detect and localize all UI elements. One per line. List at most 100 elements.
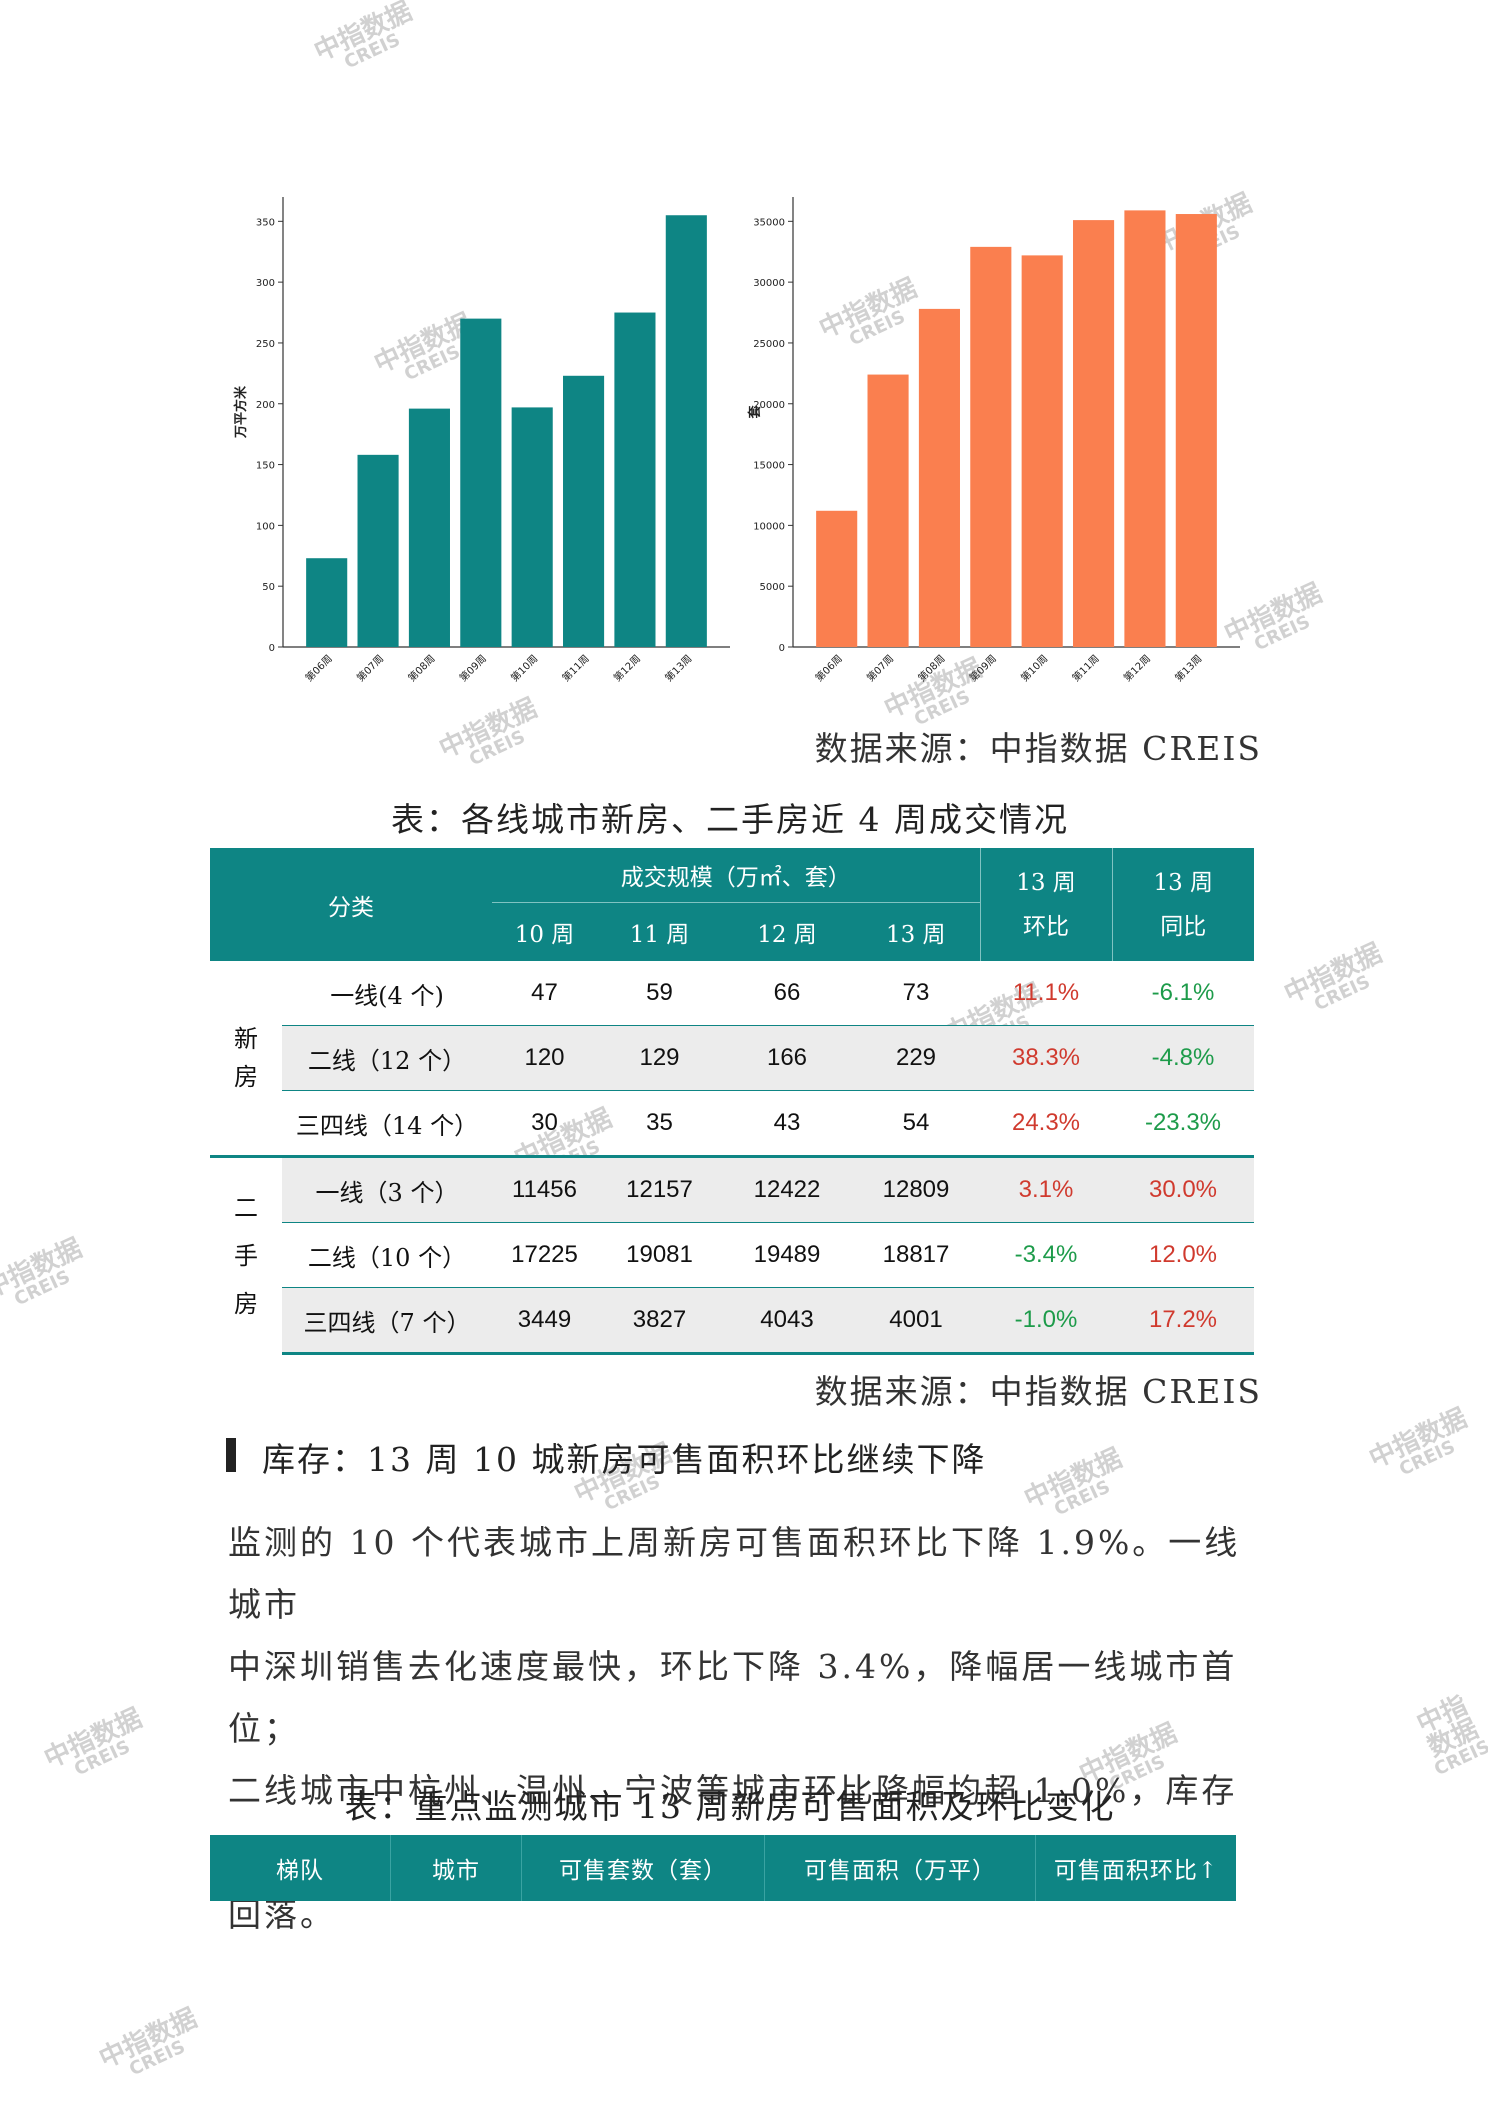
x-tick-label: 第08周 <box>915 652 947 684</box>
paragraph-line: 中深圳销售去化速度最快，环比下降 3.4%，降幅居一线城市首位； <box>228 1647 1238 1748</box>
cell-yoy: -6.1% <box>1151 979 1215 1006</box>
y-tick-label: 0 <box>269 643 275 654</box>
cell-mom: -1.0% <box>980 1287 1112 1355</box>
bar <box>1175 214 1217 647</box>
source-note: 数据来源：中指数据 CREIS <box>814 729 1262 768</box>
cell-mom: 38.3% <box>980 1025 1112 1091</box>
cell-yoy: 17.2% <box>1112 1287 1254 1355</box>
y-tick-label: 15000 <box>753 461 785 472</box>
bar <box>665 215 707 648</box>
cell-value: 19489 <box>722 1222 852 1288</box>
bar <box>1021 255 1063 647</box>
bar <box>306 558 348 647</box>
units-bar-chart: 0 5000 10000 15000 20000 25000 30000 35000 套第06周… <box>747 197 1240 684</box>
header-area: 可售面积（万平） <box>764 1835 1036 1901</box>
cell-value: 35 <box>646 1109 673 1136</box>
table1-caption: 表：各线城市新房、二手房近 4 周成交情况 <box>391 800 1069 839</box>
cell-value: 120 <box>492 1025 597 1091</box>
y-axis-label: 套 <box>747 405 763 420</box>
y-tick-label: 35000 <box>753 217 785 228</box>
cell-value: 73 <box>902 979 930 1006</box>
x-tick-label: 第12周 <box>611 652 643 684</box>
cell-value: 12422 <box>722 1155 852 1223</box>
row-name: 一线（3 个） <box>282 1155 492 1223</box>
header-category: 分类 <box>210 848 492 961</box>
transaction-table: 分类 成交规模（万㎡、套） 13 周环比 13 周同比 10 周 11 周 12… <box>210 848 1254 1355</box>
header-city: 城市 <box>390 1835 522 1901</box>
area-chart: 0 50 100 150 200 250 300 350 万平方米 第06周 第07周 第08周 第09… <box>225 185 745 705</box>
bar <box>511 407 553 647</box>
cell-value: 66 <box>773 979 801 1006</box>
cell-value: 129 <box>597 1025 722 1091</box>
header-scale: 成交规模（万㎡、套） <box>492 848 980 903</box>
table-row: 二手房 一线（3 个） 11456 12157 12422 12809 3.1%… <box>210 1155 1254 1354</box>
cell-value: 4043 <box>722 1287 852 1355</box>
y-tick-label: 30000 <box>753 278 785 289</box>
inventory-table: 梯队 城市 可售套数（套） 可售面积（万平） 可售面积环比↑ <box>210 1835 1236 1901</box>
cell-value: 166 <box>722 1025 852 1091</box>
bar <box>614 312 656 647</box>
x-tick-label: 第12周 <box>1121 652 1153 684</box>
bar <box>1124 210 1166 648</box>
y-tick-label: 10000 <box>753 521 785 532</box>
header-units: 可售套数（套） <box>521 1835 765 1901</box>
bar <box>1073 220 1115 648</box>
y-tick-label: 150 <box>256 461 275 472</box>
units-chart: 0 5000 10000 15000 20000 25000 30000 35000 套第06周… <box>735 185 1255 705</box>
row-name: 一线(4 个) <box>330 981 444 1010</box>
x-tick-label: 第10周 <box>1018 652 1050 684</box>
table-row: 三四线（14 个） 30 35 43 54 24.3% -23.3% <box>210 1091 1254 1157</box>
bar <box>563 375 605 647</box>
paragraph-line: 回落。 <box>228 1895 336 1934</box>
header-area-mom: 可售面积环比↑ <box>1035 1835 1236 1901</box>
bar <box>918 308 960 647</box>
x-tick-label: 第07周 <box>354 652 386 684</box>
group-label: 新房 <box>234 1025 258 1091</box>
bar <box>408 408 450 647</box>
cell-value: 43 <box>773 1109 801 1136</box>
cell-value: 19081 <box>597 1222 722 1288</box>
y-tick-label: 250 <box>256 339 275 350</box>
cell-value: 229 <box>852 1025 980 1091</box>
x-tick-label: 第13周 <box>662 652 694 684</box>
y-tick-label: 5000 <box>760 582 785 593</box>
cell-value: 30 <box>531 1109 558 1136</box>
cell-mom: 3.1% <box>980 1155 1112 1223</box>
x-tick-label: 第09周 <box>457 652 489 684</box>
paragraph-line: 监测的 10 个代表城市上周新房可售面积环比下降 1.9%。一线城市 <box>228 1523 1241 1624</box>
table-row: 三四线（7 个） 3449 3827 4043 4001 -1.0% 17.2% <box>210 1287 1254 1355</box>
x-tick-label: 第10周 <box>508 652 540 684</box>
cell-value: 12809 <box>852 1155 980 1223</box>
table-row: 二线（10 个） 17225 19081 19489 18817 -3.4% 1… <box>210 1222 1254 1288</box>
bar <box>816 510 858 647</box>
source-note: 数据来源：中指数据 CREIS <box>814 1372 1262 1411</box>
bar <box>867 374 909 647</box>
cell-value: 4001 <box>852 1287 980 1355</box>
bar <box>460 318 502 647</box>
cell-value: 11456 <box>492 1155 597 1223</box>
x-tick-label: 第11周 <box>1069 652 1101 684</box>
x-tick-label: 第09周 <box>967 652 999 684</box>
x-tick-label: 第08周 <box>405 652 437 684</box>
row-name: 三四线（14 个） <box>295 1111 479 1140</box>
x-tick-label: 第11周 <box>559 652 591 684</box>
header-week: 12 周 <box>722 902 852 961</box>
row-name: 二线（10 个） <box>282 1222 492 1288</box>
y-tick-label: 350 <box>256 217 275 228</box>
y-tick-label: 100 <box>256 521 275 532</box>
header-tier: 梯队 <box>210 1835 391 1901</box>
cell-yoy: -4.8% <box>1112 1025 1254 1091</box>
cell-mom: -3.4% <box>980 1222 1112 1288</box>
header-mom: 13 周环比 <box>979 848 1112 961</box>
row-name: 二线（12 个） <box>282 1025 492 1091</box>
cell-mom: 24.3% <box>1011 1109 1081 1136</box>
y-tick-label: 20000 <box>753 400 785 411</box>
y-tick-label: 200 <box>256 400 275 411</box>
